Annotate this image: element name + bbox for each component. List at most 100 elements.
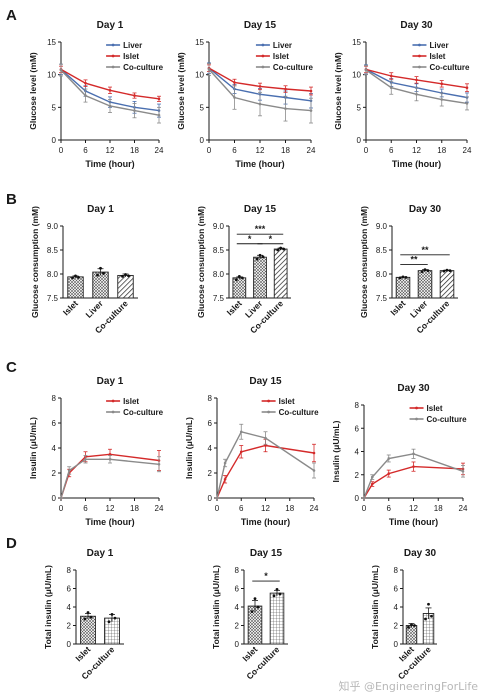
replicate-point xyxy=(113,616,117,620)
replicate-point xyxy=(275,588,279,591)
x-tick-label: 24 xyxy=(155,504,164,513)
y-tick-label: 8.5 xyxy=(213,246,225,255)
data-point xyxy=(108,104,112,108)
data-point xyxy=(312,451,316,455)
x-tick-label: 6 xyxy=(232,146,237,155)
replicate-point xyxy=(282,247,286,251)
bar xyxy=(269,592,285,645)
y-tick-label: 8.5 xyxy=(376,246,388,255)
data-point xyxy=(387,472,391,475)
chart-title: Day 15 xyxy=(250,548,283,559)
y-tick-label: 8 xyxy=(355,401,360,410)
legend-label: Liver xyxy=(273,41,292,50)
legend-label: Co-culture xyxy=(429,63,470,72)
data-point xyxy=(233,96,236,99)
replicate-point xyxy=(398,276,402,280)
legend-marker xyxy=(111,43,115,47)
replicate-point xyxy=(127,274,130,278)
legend-marker xyxy=(111,410,115,414)
replicate-point xyxy=(121,275,124,278)
data-point xyxy=(312,469,316,472)
significance-label: * xyxy=(248,234,252,244)
x-axis-label: Time (hour) xyxy=(235,159,284,169)
x-tick-label: 18 xyxy=(130,504,139,513)
y-tick-label: 8 xyxy=(52,394,57,403)
x-tick-label: 24 xyxy=(463,146,472,155)
y-tick-label: 8 xyxy=(208,394,213,403)
y-tick-label: 4 xyxy=(52,444,57,453)
replicate-point xyxy=(420,270,424,273)
legend-marker xyxy=(267,410,271,414)
data-point xyxy=(264,436,267,440)
chart-title: Day 1 xyxy=(87,548,114,559)
chart-b2: Day 15 7.5 8.0 8.5 9.0 Glucose consumption (m… xyxy=(196,204,291,335)
bar xyxy=(80,615,96,645)
y-tick-label: 8 xyxy=(235,566,240,575)
data-point xyxy=(461,469,465,473)
data-point xyxy=(412,452,415,456)
y-axis-label: Insulin (μU/mL) xyxy=(331,420,341,482)
data-point xyxy=(440,98,444,101)
data-point xyxy=(67,469,71,472)
category-label: Islet xyxy=(225,298,244,317)
x-tick-label: 6 xyxy=(83,146,88,155)
replicate-point xyxy=(401,275,405,279)
x-tick-label: 12 xyxy=(261,504,270,513)
y-tick-label: 7.5 xyxy=(213,294,225,303)
x-tick-label: 6 xyxy=(239,504,244,513)
legend-marker xyxy=(415,406,418,410)
data-point xyxy=(59,496,63,500)
y-tick-label: 6 xyxy=(235,585,240,594)
data-point xyxy=(157,113,161,117)
legend-label: Islet xyxy=(123,397,139,406)
y-tick-label: 8.0 xyxy=(47,270,59,279)
data-point xyxy=(133,109,136,112)
data-point xyxy=(207,68,211,71)
data-point xyxy=(108,457,112,461)
y-tick-label: 2 xyxy=(67,622,72,631)
data-point xyxy=(440,82,444,86)
data-point xyxy=(389,74,393,78)
replicate-point xyxy=(96,273,99,277)
replicate-point xyxy=(124,273,127,276)
significance-label: ** xyxy=(421,245,429,255)
x-tick-label: 12 xyxy=(106,504,115,513)
data-point xyxy=(389,86,393,90)
y-tick-label: 4 xyxy=(208,444,213,453)
replicate-point xyxy=(423,268,427,272)
legend-label: Co-culture xyxy=(273,63,314,72)
y-tick-label: 0 xyxy=(394,640,399,649)
data-point xyxy=(362,496,366,500)
chart-title: Day 15 xyxy=(244,204,277,215)
y-tick-label: 6 xyxy=(208,419,213,428)
x-tick-label: 0 xyxy=(215,504,220,513)
replicate-point xyxy=(258,253,262,257)
y-tick-label: 8.5 xyxy=(47,246,59,255)
series-line xyxy=(60,68,160,100)
y-axis-label: Glucose level (mM) xyxy=(333,52,343,130)
chart-title: Day 30 xyxy=(400,20,433,31)
x-tick-label: 18 xyxy=(285,504,294,513)
data-point xyxy=(239,430,243,434)
replicate-point xyxy=(256,605,260,609)
legend-marker xyxy=(111,399,115,403)
data-point xyxy=(215,496,219,500)
chart-a2: Day 15 0 5 10 15 Glucose level (mM) 0 6 12 18 24 Ti… xyxy=(176,20,316,169)
y-tick-label: 0 xyxy=(208,494,213,503)
data-point xyxy=(364,68,368,72)
data-point xyxy=(84,457,87,461)
y-tick-label: 0 xyxy=(200,136,205,145)
series-line xyxy=(60,458,160,499)
data-point xyxy=(157,97,161,101)
series-islet xyxy=(364,65,469,93)
y-tick-label: 4 xyxy=(394,603,399,612)
replicate-point xyxy=(278,592,282,596)
replicate-point xyxy=(410,623,413,626)
y-tick-label: 7.5 xyxy=(47,294,59,303)
legend-label: Islet xyxy=(123,52,139,61)
y-axis-label: Glucose level (mM) xyxy=(28,52,38,130)
legend-label: Co-culture xyxy=(123,408,164,417)
y-tick-label: 10 xyxy=(195,71,204,80)
